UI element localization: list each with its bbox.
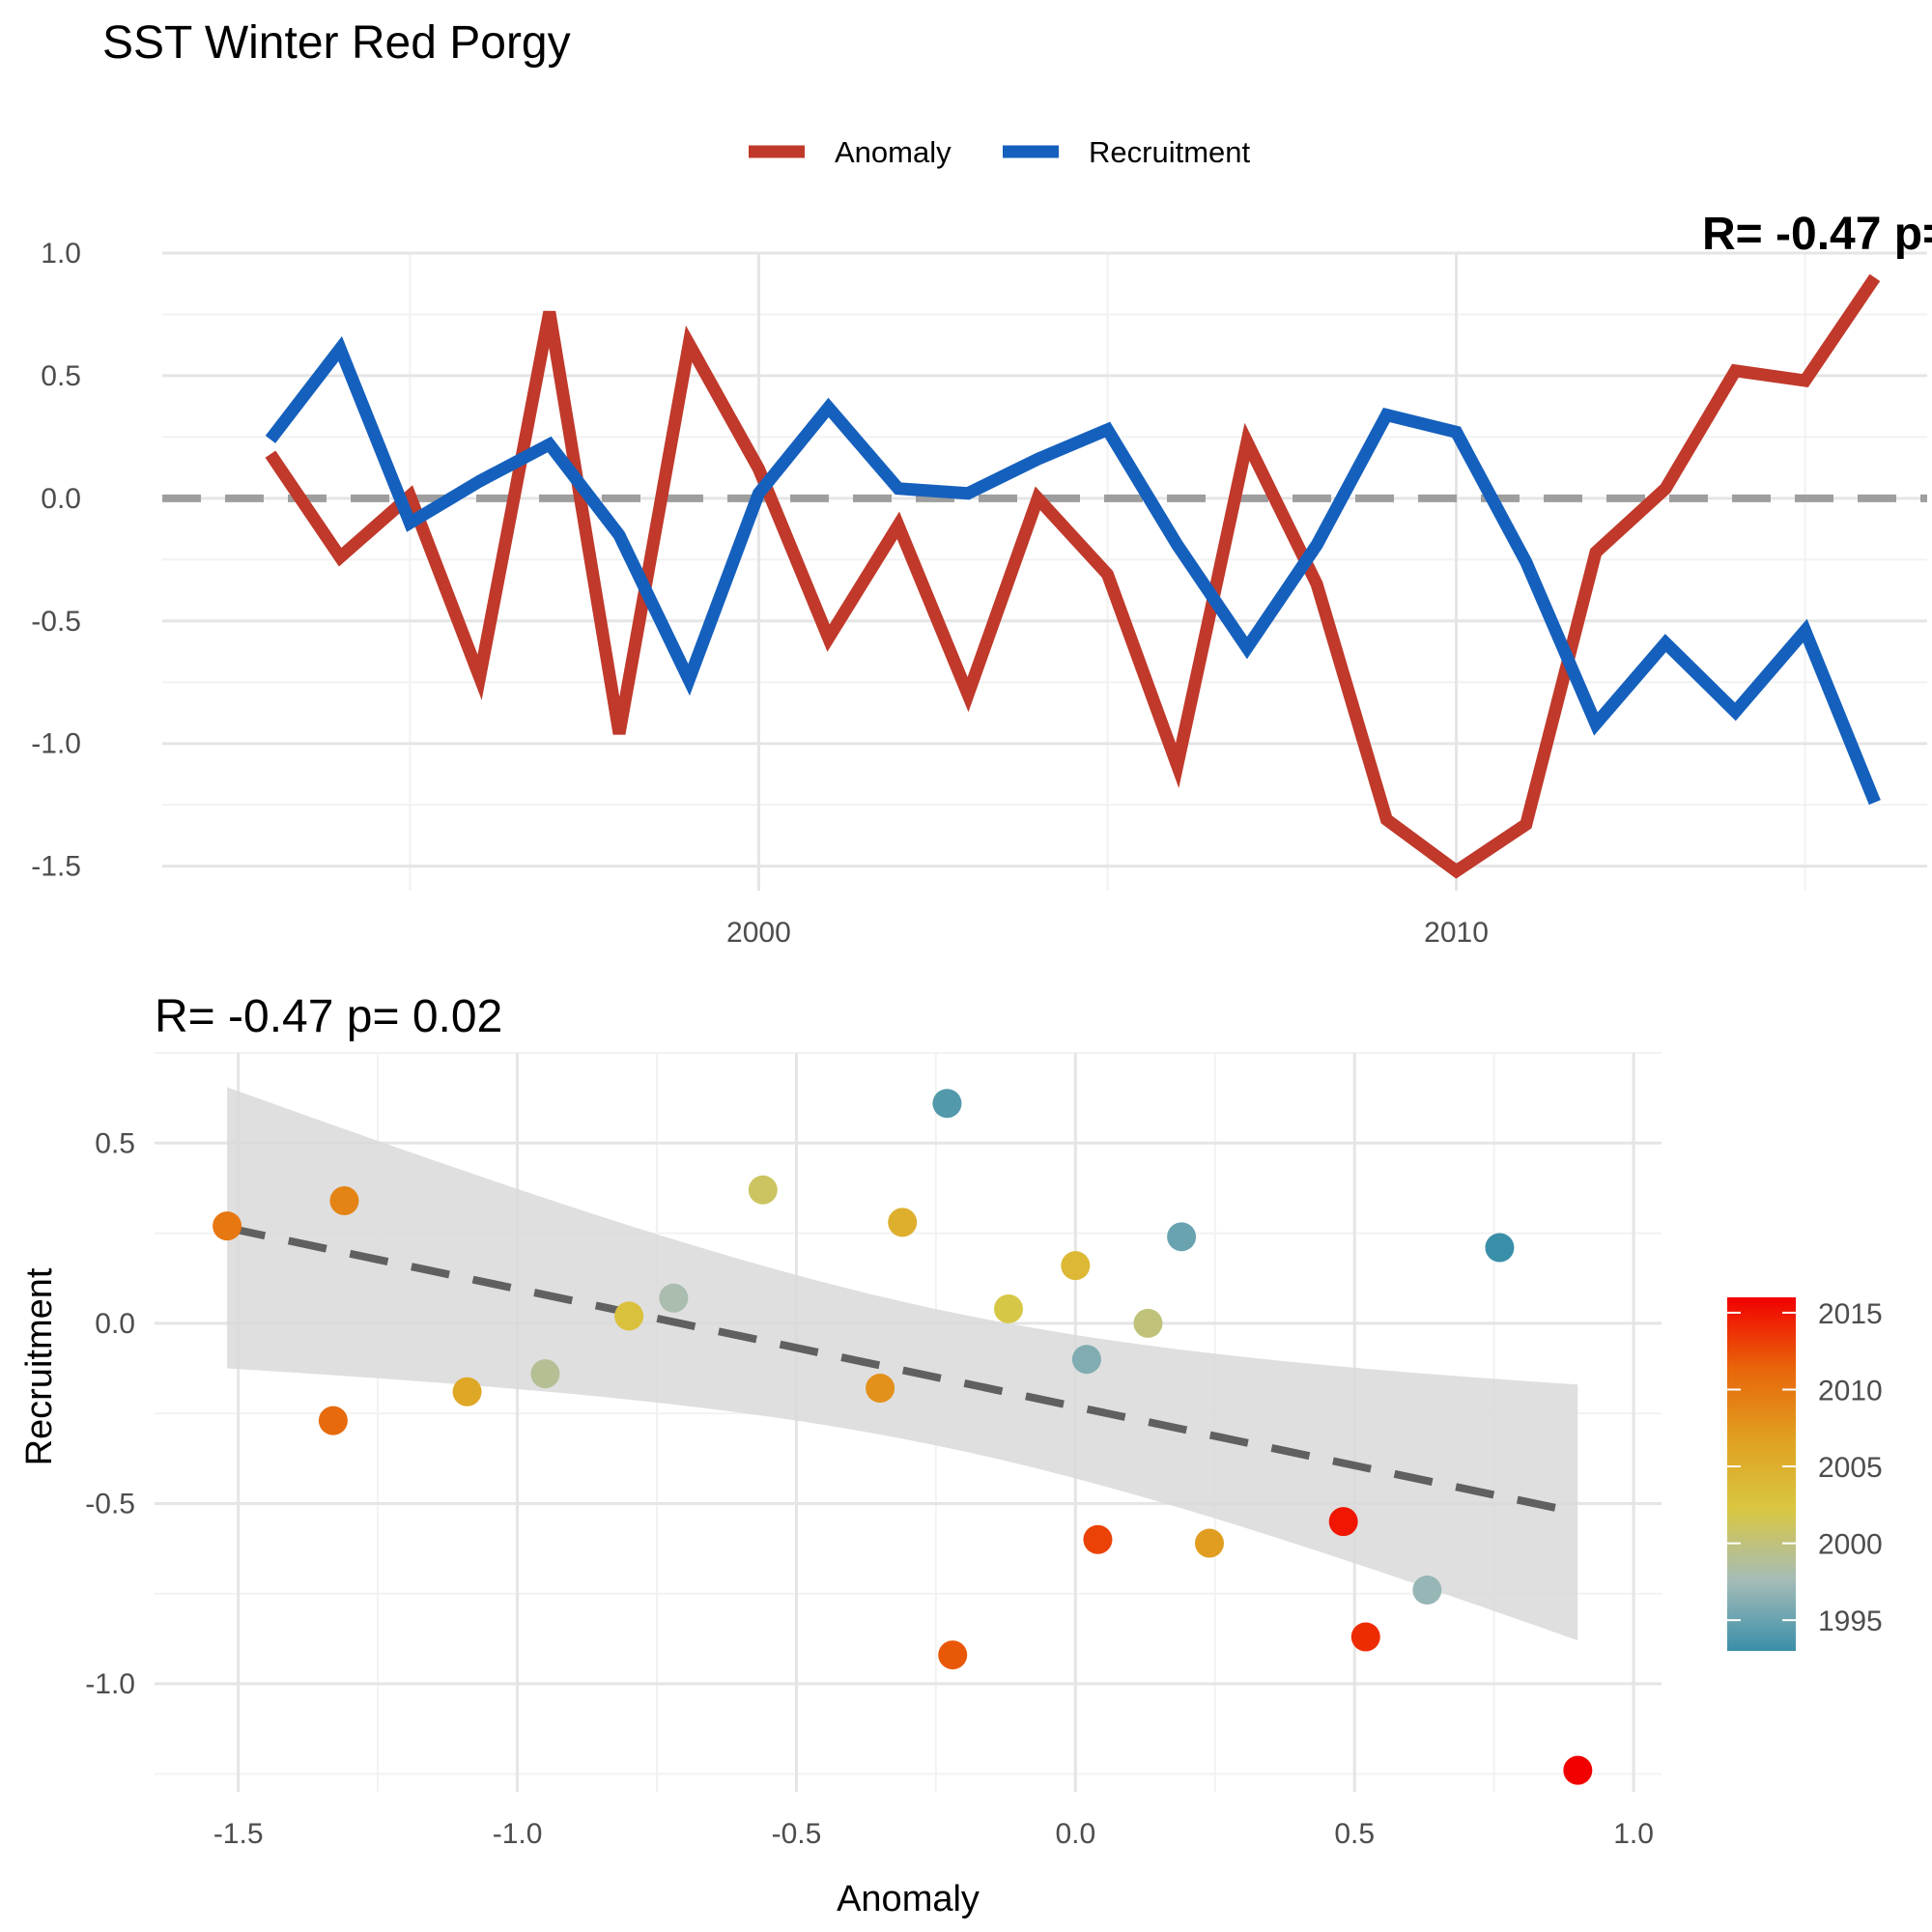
scatter-point (1083, 1524, 1113, 1554)
x-tick-label: 2010 (1424, 917, 1489, 949)
colorbar-tick-label: 2005 (1818, 1452, 1883, 1484)
scatter-point (994, 1293, 1023, 1323)
scatter-point (329, 1186, 359, 1215)
scatter-point (1328, 1507, 1358, 1537)
scatter-x-tick-labels: -1.5 -1.0 -0.5 0.0 0.5 1.0 (213, 1818, 1654, 1850)
legend-label-recruitment: Recruitment (1089, 135, 1250, 169)
scatter-point (1563, 1755, 1593, 1785)
y-tick-label: 0.0 (95, 1308, 135, 1340)
x-axis-title: Anomaly (837, 1879, 980, 1919)
y-tick-label: 1.0 (41, 238, 81, 270)
x-tick-label: 0.5 (1334, 1818, 1375, 1850)
x-tick-label: -1.0 (493, 1818, 543, 1850)
scatter-point (1061, 1251, 1091, 1281)
scatter-point (530, 1359, 560, 1389)
figure-title: SST Winter Red Porgy (102, 17, 571, 69)
recruitment-series-line (265, 336, 1881, 806)
y-tick-label: -1.0 (85, 1668, 135, 1700)
regression-line (226, 1224, 1579, 1517)
y-tick-label: -1.0 (31, 728, 81, 760)
y-tick-label: -0.5 (85, 1488, 135, 1520)
scatter-point (318, 1406, 348, 1435)
scatter-point (452, 1377, 482, 1406)
scatter-point (1350, 1622, 1380, 1652)
x-tick-label: 2000 (726, 917, 791, 949)
x-tick-label: -1.5 (213, 1818, 264, 1850)
scatter-point (866, 1374, 895, 1404)
colorbar-tick-label: 2010 (1818, 1375, 1883, 1406)
year-colorbar: 1995 2000 2005 2010 2015 (1727, 1297, 1883, 1651)
scatter-point (888, 1208, 918, 1237)
colorbar-tick-label: 2015 (1818, 1298, 1883, 1330)
y-tick-label: -0.5 (31, 606, 81, 638)
scatter-point (614, 1301, 644, 1331)
x-tick-label: -0.5 (772, 1818, 822, 1850)
scatter-point (1071, 1345, 1101, 1375)
y-axis-title: Recruitment (19, 1267, 60, 1465)
y-tick-label: 0.5 (95, 1127, 135, 1159)
confidence-ribbon (227, 1087, 1578, 1641)
y-tick-label: 0.0 (41, 483, 81, 515)
scatter-point (1412, 1576, 1442, 1605)
colorbar-tick-label: 1995 (1818, 1605, 1883, 1637)
y-tick-label: 0.5 (41, 360, 81, 392)
scatter-point (1167, 1222, 1197, 1252)
scatter-point (1195, 1528, 1224, 1558)
legend-label-anomaly: Anomaly (835, 135, 952, 169)
colorbar-tick-label: 2000 (1818, 1529, 1883, 1561)
time-series-y-tick-labels: -1.5 -1.0 -0.5 0.0 0.5 1.0 (31, 238, 81, 883)
time-series-grid (162, 251, 1927, 891)
scatter-point (213, 1211, 242, 1241)
scatter-points (213, 1089, 1593, 1785)
scatter-point (932, 1089, 962, 1119)
scatter-title: R= -0.47 p= 0.02 (155, 991, 502, 1042)
scatter-panel: R= -0.47 p= 0.02 -1.0 -0.5 0.0 0.5 -1.5 -1.0… (19, 991, 1883, 1919)
x-tick-label: 0.0 (1055, 1818, 1095, 1850)
scatter-y-tick-labels: -1.0 -0.5 0.0 0.5 (85, 1127, 135, 1700)
y-tick-label: -1.5 (31, 851, 81, 883)
legend: Anomaly Recruitment (749, 135, 1250, 169)
scatter-point (659, 1283, 689, 1313)
corner-annotation: R= -0.47 p= 0.02 (1702, 209, 1932, 260)
scatter-point (748, 1175, 778, 1205)
scatter-point (1133, 1308, 1163, 1338)
scatter-point (1485, 1233, 1515, 1263)
x-tick-label: 1.0 (1613, 1818, 1654, 1850)
anomaly-series-line (265, 273, 1881, 879)
colorbar-ticks: 1995 2000 2005 2010 2015 (1727, 1298, 1883, 1637)
time-series-panel: -1.5 -1.0 -0.5 0.0 0.5 1.0 2000 2010 R= -0.47 … (31, 135, 1932, 949)
colorbar-gradient (1727, 1297, 1796, 1651)
scatter-point (938, 1640, 968, 1670)
time-series-x-tick-labels: 2000 2010 (726, 917, 1489, 949)
